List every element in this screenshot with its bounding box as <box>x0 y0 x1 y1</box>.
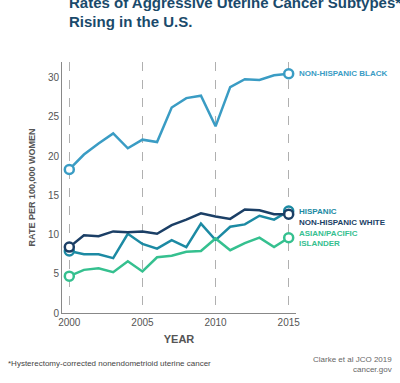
svg-text:2015: 2015 <box>278 317 301 328</box>
svg-text:Clarke et al JCO 2019cancer.go: Clarke et al JCO 2019cancer.gov <box>313 355 392 374</box>
svg-text:25: 25 <box>48 111 60 122</box>
svg-text:2005: 2005 <box>131 317 154 328</box>
svg-text:30: 30 <box>48 72 60 83</box>
svg-text:2010: 2010 <box>204 317 227 328</box>
svg-text:ASIAN/PACIFICISLANDER: ASIAN/PACIFICISLANDER <box>299 229 358 248</box>
svg-text:RATE PER 100,000 WOMEN: RATE PER 100,000 WOMEN <box>27 129 37 247</box>
svg-text:HISPANIC: HISPANIC <box>299 207 337 216</box>
svg-text:Rates of Aggressive Uterine Ca: Rates of Aggressive Uterine Cancer Subty… <box>69 0 400 30</box>
svg-text:15: 15 <box>48 190 60 201</box>
svg-text:NON-HISPANIC WHITE: NON-HISPANIC WHITE <box>299 218 386 227</box>
svg-text:20: 20 <box>48 151 60 162</box>
svg-text:*Hysterectomy-corrected nonend: *Hysterectomy-corrected nonendometrioid … <box>8 359 211 368</box>
svg-text:5: 5 <box>53 268 59 279</box>
svg-text:2000: 2000 <box>58 317 81 328</box>
svg-text:10: 10 <box>48 229 60 240</box>
svg-text:NON-HISPANIC BLACK: NON-HISPANIC BLACK <box>299 69 388 78</box>
svg-text:YEAR: YEAR <box>164 333 195 345</box>
svg-text:0: 0 <box>53 308 59 319</box>
